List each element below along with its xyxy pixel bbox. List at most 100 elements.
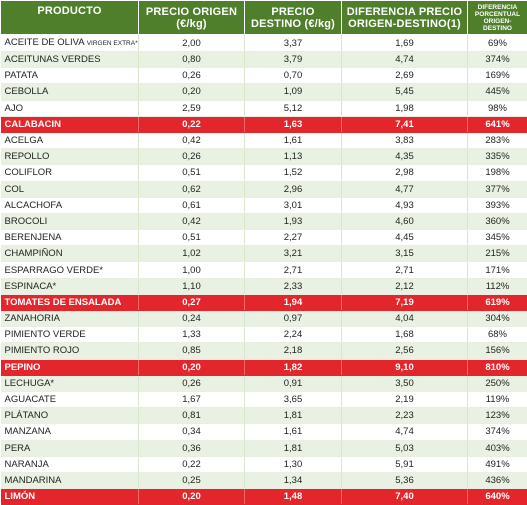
cell-producto: ACELGA: [1, 132, 139, 148]
cell-diferencia-precio: 5,36: [342, 472, 468, 488]
cell-producto: PIMIENTO ROJO: [1, 343, 139, 359]
cell-diferencia-precio: 4,35: [342, 149, 468, 165]
cell-precio-destino: 2,24: [245, 327, 342, 343]
cell-diferencia-porcentual: 68%: [468, 327, 527, 343]
producto-label: PLÁTANO: [5, 410, 49, 421]
cell-precio-destino: 0,70: [245, 68, 342, 84]
cell-precio-origen: 0,85: [139, 343, 245, 359]
producto-label: ALCACHOFA: [5, 200, 63, 211]
cell-diferencia-porcentual: 491%: [468, 456, 527, 472]
cell-precio-destino: 2,71: [245, 262, 342, 278]
header-diferencia-precio: DIFERENCIA PRECIO ORIGEN-DESTINO(1): [342, 1, 468, 35]
cell-precio-destino: 1,81: [245, 440, 342, 456]
cell-precio-origen: 0,20: [139, 359, 245, 375]
cell-diferencia-porcentual: 360%: [468, 213, 527, 229]
producto-label: PATATA: [5, 70, 38, 81]
cell-producto: MANZANA: [1, 424, 139, 440]
cell-diferencia-porcentual: 393%: [468, 197, 527, 213]
header-precio-destino: PRECIO DESTINO (€/kg): [245, 1, 342, 35]
cell-precio-origen: 0,22: [139, 456, 245, 472]
cell-precio-origen: 1,10: [139, 278, 245, 294]
producto-label: BROCOLI: [5, 216, 48, 227]
producto-label: MANZANA: [5, 426, 51, 437]
cell-producto: ZANAHORIA: [1, 311, 139, 327]
cell-precio-destino: 1,61: [245, 424, 342, 440]
cell-producto: ALCACHOFA: [1, 197, 139, 213]
cell-precio-origen: 0,22: [139, 116, 245, 132]
cell-diferencia-precio: 3,15: [342, 246, 468, 262]
cell-diferencia-precio: 7,40: [342, 489, 468, 505]
cell-precio-destino: 3,21: [245, 246, 342, 262]
cell-precio-origen: 0,25: [139, 472, 245, 488]
producto-label: TOMATES DE ENSALADA: [5, 297, 122, 308]
cell-precio-origen: 0,42: [139, 213, 245, 229]
producto-label: LIMÓN: [5, 491, 36, 502]
producto-label: AJO: [5, 103, 23, 114]
cell-precio-destino: 2,96: [245, 181, 342, 197]
cell-precio-destino: 5,12: [245, 100, 342, 116]
cell-diferencia-porcentual: 374%: [468, 52, 527, 68]
cell-diferencia-precio: 4,74: [342, 52, 468, 68]
cell-diferencia-porcentual: 641%: [468, 116, 527, 132]
header-diferencia-porcentual: DIFERENCIA PORCENTUAL ORIGEN-DESTINO: [468, 1, 527, 35]
cell-diferencia-porcentual: 640%: [468, 489, 527, 505]
producto-label: ESPINACA*: [5, 281, 57, 292]
cell-diferencia-precio: 3,83: [342, 132, 468, 148]
cell-precio-origen: 0,61: [139, 197, 245, 213]
producto-label: AGUACATE: [5, 394, 57, 405]
producto-label: CHAMPIÑON: [5, 248, 63, 259]
cell-diferencia-porcentual: 69%: [468, 35, 527, 52]
cell-precio-destino: 1,48: [245, 489, 342, 505]
cell-producto: LECHUGA*: [1, 375, 139, 391]
producto-label: PIMIENTO ROJO: [5, 345, 80, 356]
cell-precio-origen: 0,80: [139, 52, 245, 68]
cell-producto: CEBOLLA: [1, 84, 139, 100]
cell-precio-destino: 2,18: [245, 343, 342, 359]
cell-precio-origen: 0,81: [139, 408, 245, 424]
cell-precio-destino: 3,65: [245, 391, 342, 407]
cell-precio-destino: 1,34: [245, 472, 342, 488]
cell-producto: PLÁTANO: [1, 408, 139, 424]
cell-precio-destino: 1,94: [245, 294, 342, 310]
producto-label: NARANJA: [5, 459, 49, 470]
cell-precio-destino: 1,63: [245, 116, 342, 132]
cell-producto: BERENJENA: [1, 230, 139, 246]
cell-precio-destino: 1,30: [245, 456, 342, 472]
cell-diferencia-porcentual: 445%: [468, 84, 527, 100]
cell-producto: BROCOLI: [1, 213, 139, 229]
producto-label: ACEITE DE OLIVA: [5, 37, 85, 48]
cell-diferencia-precio: 5,03: [342, 440, 468, 456]
cell-producto: MANDARINA: [1, 472, 139, 488]
cell-precio-destino: 3,79: [245, 52, 342, 68]
cell-producto: PIMIENTO VERDE: [1, 327, 139, 343]
producto-label: ACEITUNAS VERDES: [5, 54, 101, 65]
cell-precio-origen: 1,33: [139, 327, 245, 343]
cell-producto: ACEITUNAS VERDES: [1, 52, 139, 68]
cell-diferencia-porcentual: 123%: [468, 408, 527, 424]
cell-precio-origen: 0,26: [139, 375, 245, 391]
producto-label: PERA: [5, 443, 31, 454]
cell-diferencia-precio: 3,50: [342, 375, 468, 391]
cell-producto: LIMÓN: [1, 489, 139, 505]
cell-diferencia-porcentual: 377%: [468, 181, 527, 197]
cell-precio-destino: 1,81: [245, 408, 342, 424]
cell-producto: PEPINO: [1, 359, 139, 375]
cell-producto: TOMATES DE ENSALADA: [1, 294, 139, 310]
cell-diferencia-porcentual: 169%: [468, 68, 527, 84]
